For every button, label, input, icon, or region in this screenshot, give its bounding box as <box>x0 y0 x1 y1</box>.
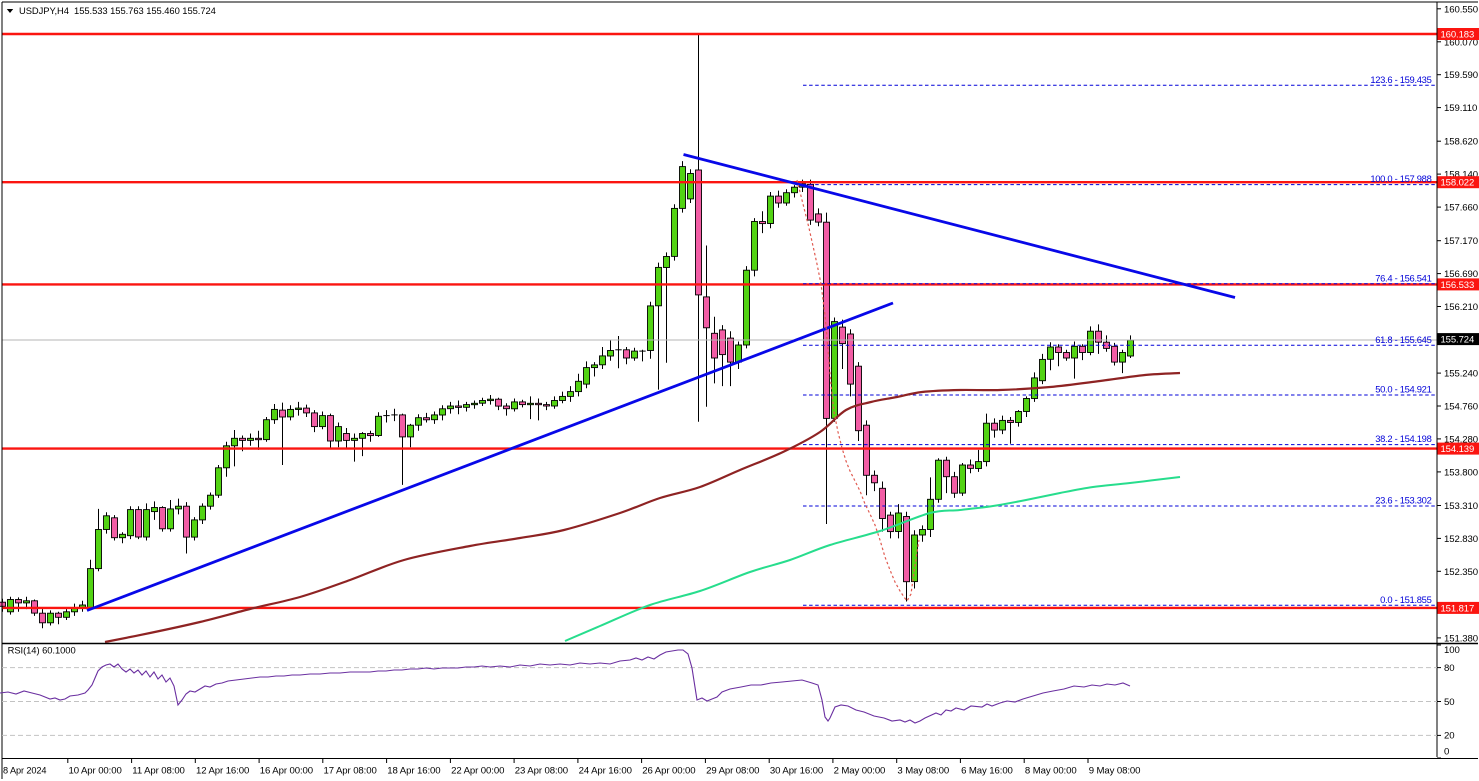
svg-text:30 Apr 16:00: 30 Apr 16:00 <box>770 765 823 776</box>
svg-text:3 May 08:00: 3 May 08:00 <box>897 765 949 776</box>
svg-text:159.110: 159.110 <box>1444 103 1477 114</box>
svg-text:156.533: 156.533 <box>1441 280 1475 291</box>
svg-text:23.6 - 153.302: 23.6 - 153.302 <box>1375 495 1431 506</box>
svg-text:80: 80 <box>1444 663 1454 674</box>
svg-text:123.6 - 159.435: 123.6 - 159.435 <box>1370 74 1431 85</box>
svg-text:157.170: 157.170 <box>1444 236 1478 247</box>
svg-text:153.800: 153.800 <box>1444 467 1478 478</box>
svg-text:11 Apr 08:00: 11 Apr 08:00 <box>132 765 185 776</box>
svg-text:8 May 00:00: 8 May 00:00 <box>1025 765 1077 776</box>
svg-text:154.760: 154.760 <box>1444 402 1478 413</box>
svg-text:23 Apr 08:00: 23 Apr 08:00 <box>515 765 568 776</box>
svg-text:RSI(14) 60.1000: RSI(14) 60.1000 <box>8 645 76 656</box>
svg-text:158.022: 158.022 <box>1441 178 1475 189</box>
svg-text:10 Apr 00:00: 10 Apr 00:00 <box>69 765 122 776</box>
svg-text:160.070: 160.070 <box>1444 37 1478 48</box>
svg-text:160.550: 160.550 <box>1444 4 1478 15</box>
svg-text:160.183: 160.183 <box>1441 30 1475 41</box>
svg-text:158.140: 158.140 <box>1444 170 1478 181</box>
svg-text:12 Apr 16:00: 12 Apr 16:00 <box>196 765 249 776</box>
svg-text:50.0 - 154.921: 50.0 - 154.921 <box>1375 384 1431 395</box>
svg-text:152.350: 152.350 <box>1444 567 1478 578</box>
svg-text:159.590: 159.590 <box>1444 70 1478 81</box>
svg-text:50: 50 <box>1444 697 1454 708</box>
svg-text:100.0 - 157.988: 100.0 - 157.988 <box>1370 173 1431 184</box>
svg-text:154.280: 154.280 <box>1444 434 1478 445</box>
svg-text:29 Apr 08:00: 29 Apr 08:00 <box>706 765 759 776</box>
svg-text:155.240: 155.240 <box>1444 369 1478 380</box>
svg-text:6 May 16:00: 6 May 16:00 <box>961 765 1013 776</box>
svg-text:61.8 - 155.645: 61.8 - 155.645 <box>1375 334 1431 345</box>
svg-text:76.4 - 156.541: 76.4 - 156.541 <box>1375 272 1431 283</box>
svg-text:22 Apr 00:00: 22 Apr 00:00 <box>451 765 504 776</box>
svg-text:9 May 08:00: 9 May 08:00 <box>1089 765 1141 776</box>
svg-text:2 May 00:00: 2 May 00:00 <box>834 765 886 776</box>
svg-text:154.139: 154.139 <box>1441 444 1475 455</box>
svg-text:20: 20 <box>1444 731 1454 742</box>
svg-text:153.310: 153.310 <box>1444 501 1478 512</box>
svg-text:24 Apr 16:00: 24 Apr 16:00 <box>579 765 632 776</box>
svg-text:16 Apr 00:00: 16 Apr 00:00 <box>260 765 313 776</box>
svg-text:17 Apr 08:00: 17 Apr 08:00 <box>324 765 377 776</box>
svg-text:156.210: 156.210 <box>1444 302 1478 313</box>
svg-text:152.830: 152.830 <box>1444 534 1478 545</box>
svg-text:8 Apr 2024: 8 Apr 2024 <box>3 765 46 775</box>
svg-text:18 Apr 16:00: 18 Apr 16:00 <box>387 765 440 776</box>
svg-text:USDJPY,H4 155.533 155.763 155: USDJPY,H4 155.533 155.763 155.460 155.72… <box>19 5 216 16</box>
svg-text:0: 0 <box>1444 747 1449 758</box>
svg-text:157.660: 157.660 <box>1444 203 1478 214</box>
svg-text:0.0 - 151.855: 0.0 - 151.855 <box>1380 594 1431 605</box>
svg-text:155.724: 155.724 <box>1441 335 1475 346</box>
svg-text:151.817: 151.817 <box>1441 603 1475 614</box>
svg-text:158.620: 158.620 <box>1444 137 1478 148</box>
svg-text:26 Apr 00:00: 26 Apr 00:00 <box>642 765 695 776</box>
svg-text:156.690: 156.690 <box>1444 269 1478 280</box>
svg-text:151.380: 151.380 <box>1444 633 1478 644</box>
svg-text:38.2 - 154.198: 38.2 - 154.198 <box>1375 433 1431 444</box>
svg-text:100: 100 <box>1444 645 1460 656</box>
